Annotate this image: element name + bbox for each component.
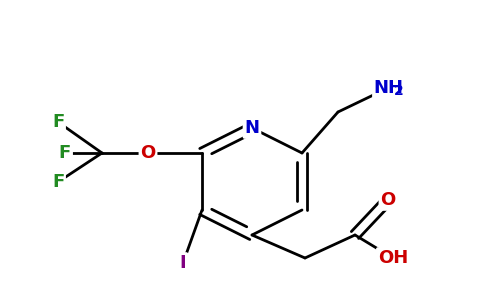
Text: OH: OH [378, 249, 408, 267]
Text: F: F [52, 173, 64, 191]
Text: I: I [180, 254, 186, 272]
Text: F: F [52, 113, 64, 131]
Text: F: F [59, 144, 71, 162]
Text: NH: NH [373, 79, 403, 97]
Text: O: O [380, 191, 395, 209]
Text: 2: 2 [394, 84, 404, 98]
Text: N: N [244, 119, 259, 137]
Text: O: O [140, 144, 156, 162]
